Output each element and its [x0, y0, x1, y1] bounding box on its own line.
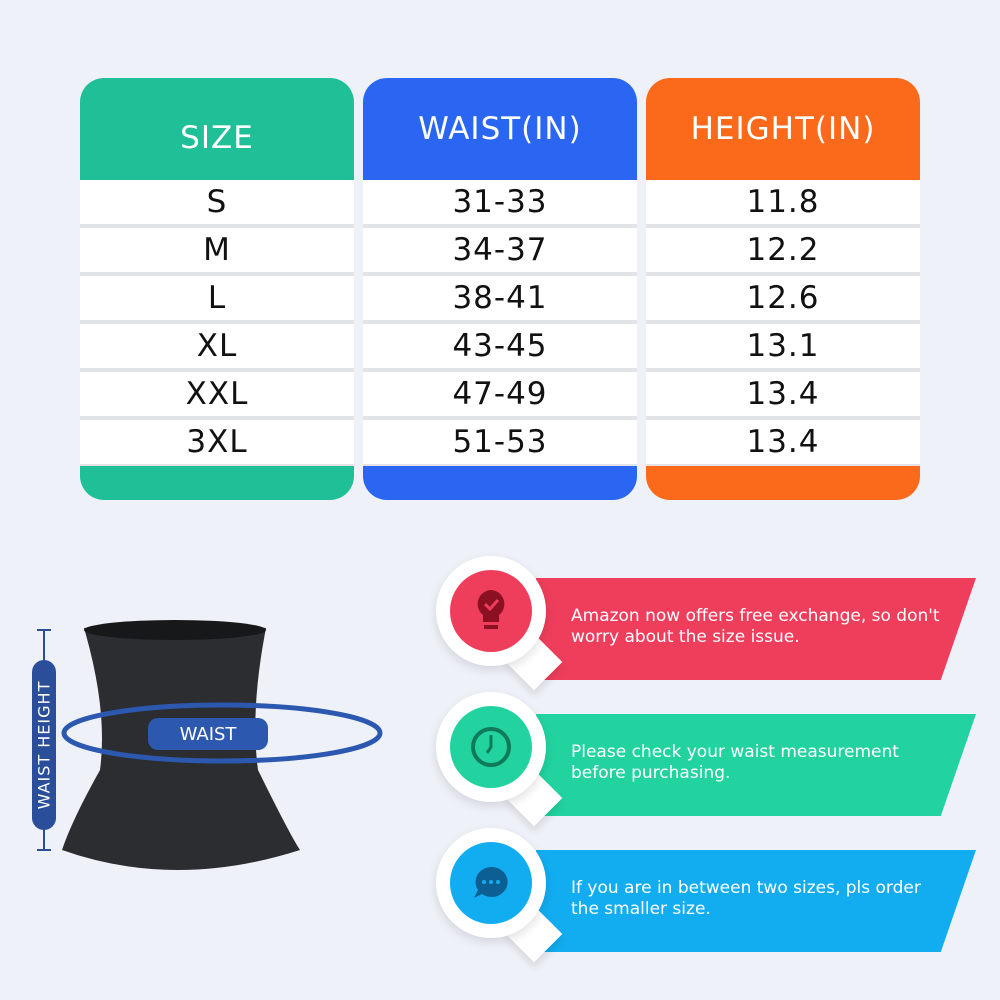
column-header: HEIGHT(IN) — [690, 111, 876, 147]
size-cell: M — [80, 228, 354, 272]
tip-text: Please check your waist measurement befo… — [571, 742, 899, 783]
waist-trainer-diagram: WAIST WAIST HEIGHT — [0, 600, 420, 900]
column-header: SIZE — [180, 120, 254, 156]
size-cell: 3XL — [80, 420, 354, 464]
column-header: WAIST(IN) — [418, 111, 582, 147]
tip-text: If you are in between two sizes, pls ord… — [571, 878, 921, 919]
waist-cell: 47-49 — [363, 372, 637, 416]
size-column: SIZE S M L XL XXL 3XL — [80, 78, 354, 500]
height-cell: 12.2 — [646, 228, 920, 272]
tip-card-exchange: Amazon now offers free exchange, so don'… — [436, 556, 976, 691]
waist-column: WAIST(IN) 31-33 34-37 38-41 43-45 47-49 … — [363, 78, 637, 500]
height-cell: 13.4 — [646, 372, 920, 416]
waist-cell: 31-33 — [363, 180, 637, 224]
height-cell: 12.6 — [646, 276, 920, 320]
waist-cell: 38-41 — [363, 276, 637, 320]
size-cell: XL — [80, 324, 354, 368]
height-cell: 13.4 — [646, 420, 920, 464]
chat-bubble-icon — [450, 842, 532, 924]
clock-icon — [450, 706, 532, 788]
waist-cell: 43-45 — [363, 324, 637, 368]
height-cell: 13.1 — [646, 324, 920, 368]
size-cell: S — [80, 180, 354, 224]
waist-trainer-illustration — [32, 620, 383, 870]
tip-text: Amazon now offers free exchange, so don'… — [571, 606, 940, 647]
waist-label: WAIST — [179, 724, 237, 745]
height-cell: 11.8 — [646, 180, 920, 224]
lightbulb-check-icon — [450, 570, 532, 652]
height-column: HEIGHT(IN) 11.8 12.2 12.6 13.1 13.4 13.4 — [646, 78, 920, 500]
tip-card-measure: Please check your waist measurement befo… — [436, 692, 976, 827]
waist-cell: 51-53 — [363, 420, 637, 464]
size-cell: L — [80, 276, 354, 320]
tip-card-sizes: If you are in between two sizes, pls ord… — [436, 828, 976, 963]
size-cell: XXL — [80, 372, 354, 416]
waist-height-label: WAIST HEIGHT — [34, 680, 54, 810]
waist-cell: 34-37 — [363, 228, 637, 272]
